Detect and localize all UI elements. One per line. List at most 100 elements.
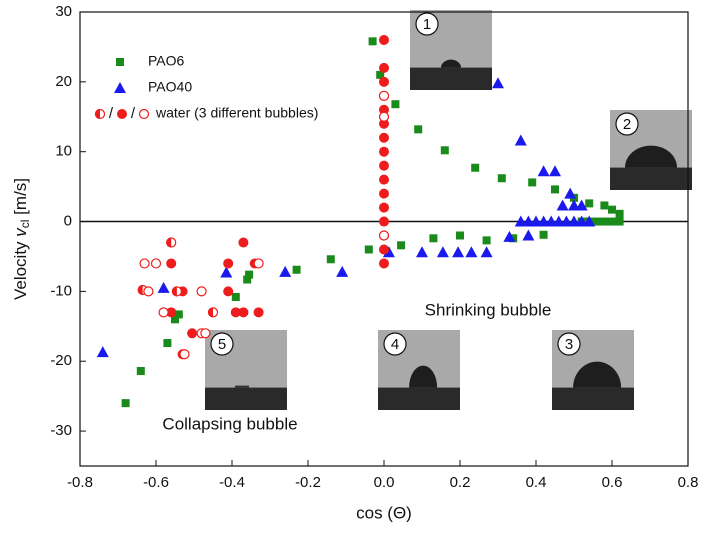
legend-label: PAO6 bbox=[148, 53, 185, 69]
data-point bbox=[379, 77, 389, 87]
data-point bbox=[492, 77, 504, 88]
data-point bbox=[336, 266, 348, 277]
data-point bbox=[197, 287, 206, 296]
inset-number: 2 bbox=[623, 116, 631, 133]
legend-marker bbox=[140, 110, 149, 119]
data-point bbox=[369, 37, 377, 45]
inset: 5 bbox=[205, 330, 287, 410]
data-point bbox=[465, 246, 477, 257]
data-point bbox=[585, 199, 593, 207]
x-tick-label: 0.0 bbox=[374, 474, 395, 491]
data-point bbox=[97, 346, 109, 357]
marker-half bbox=[166, 237, 171, 247]
data-point bbox=[380, 231, 389, 240]
y-tick-label: -30 bbox=[50, 422, 72, 439]
data-point bbox=[238, 237, 248, 247]
data-point bbox=[414, 125, 422, 133]
legend-separator: / bbox=[109, 105, 114, 122]
data-point bbox=[293, 266, 301, 274]
data-point bbox=[437, 246, 449, 257]
data-point bbox=[379, 175, 389, 185]
data-point bbox=[208, 307, 217, 317]
inset: 3 bbox=[552, 330, 634, 410]
data-point bbox=[327, 255, 335, 263]
data-point bbox=[379, 133, 389, 143]
data-point bbox=[159, 308, 168, 317]
data-point bbox=[140, 259, 149, 268]
data-point bbox=[608, 218, 616, 226]
data-point bbox=[172, 286, 181, 296]
x-tick-label: -0.2 bbox=[295, 474, 321, 491]
data-point bbox=[223, 286, 233, 296]
legend-marker bbox=[95, 109, 105, 119]
marker-half bbox=[208, 307, 213, 317]
data-point bbox=[616, 210, 624, 218]
y-tick-label: -10 bbox=[50, 282, 72, 299]
data-point bbox=[254, 259, 263, 268]
data-point bbox=[483, 236, 491, 244]
y-tick-label: 0 bbox=[64, 213, 72, 230]
x-tick-label: 0.8 bbox=[678, 474, 699, 491]
x-axis-label: cos (Θ) bbox=[356, 503, 412, 522]
data-point bbox=[616, 218, 624, 226]
inset-number: 5 bbox=[218, 336, 226, 353]
data-point bbox=[379, 203, 389, 213]
data-point bbox=[380, 112, 389, 121]
data-point bbox=[481, 246, 493, 257]
inset-substrate bbox=[410, 68, 492, 90]
data-point bbox=[379, 147, 389, 157]
data-point bbox=[549, 165, 561, 176]
data-point bbox=[379, 244, 389, 254]
y-tick-label: 20 bbox=[55, 73, 72, 90]
legend-marker bbox=[114, 82, 126, 93]
data-point bbox=[232, 293, 240, 301]
data-point bbox=[379, 217, 389, 227]
legend-separator: / bbox=[131, 105, 136, 122]
inset-number: 1 bbox=[423, 16, 431, 33]
data-point bbox=[515, 135, 527, 146]
data-point bbox=[163, 339, 171, 347]
x-tick-label: 0.6 bbox=[602, 474, 623, 491]
data-point bbox=[397, 241, 405, 249]
y-tick-label: 30 bbox=[55, 3, 72, 20]
inset-substrate bbox=[205, 388, 287, 410]
data-point bbox=[220, 267, 232, 278]
data-point bbox=[452, 246, 464, 257]
inset: 4 bbox=[378, 330, 460, 410]
data-point bbox=[456, 232, 464, 240]
marker-half bbox=[172, 286, 177, 296]
chart: cos (Θ) Velocity vcl [m/s] 12345-0.8-0.6… bbox=[0, 0, 704, 528]
annotation: Shrinking bubble bbox=[425, 300, 552, 319]
x-tick-label: 0.2 bbox=[450, 474, 471, 491]
marker-half bbox=[95, 109, 100, 119]
inset-substrate bbox=[552, 388, 634, 410]
marker-half bbox=[138, 285, 143, 295]
data-point bbox=[564, 188, 576, 199]
data-point bbox=[441, 146, 449, 154]
x-tick-label: 0.4 bbox=[526, 474, 547, 491]
x-tick-label: -0.4 bbox=[219, 474, 245, 491]
y-label-unit: [m/s] bbox=[11, 178, 30, 215]
data-point bbox=[416, 246, 428, 257]
data-point bbox=[144, 287, 153, 296]
data-point bbox=[429, 234, 437, 242]
data-point bbox=[391, 100, 399, 108]
legend-marker bbox=[116, 58, 124, 66]
legend-label: water (3 different bubbles) bbox=[155, 105, 318, 121]
data-point bbox=[522, 230, 534, 241]
y-tick-label: -20 bbox=[50, 352, 72, 369]
data-point bbox=[551, 185, 559, 193]
data-point bbox=[166, 237, 175, 247]
data-point bbox=[608, 206, 616, 214]
data-point bbox=[243, 276, 251, 284]
data-point bbox=[223, 258, 233, 268]
data-point bbox=[538, 165, 550, 176]
data-point bbox=[158, 282, 170, 293]
data-point bbox=[471, 164, 479, 172]
data-point bbox=[279, 266, 291, 277]
data-point bbox=[600, 218, 608, 226]
data-point bbox=[187, 328, 197, 338]
x-tick-label: -0.8 bbox=[67, 474, 93, 491]
inset-substrate bbox=[610, 168, 692, 190]
annotation: Collapsing bubble bbox=[162, 414, 297, 433]
